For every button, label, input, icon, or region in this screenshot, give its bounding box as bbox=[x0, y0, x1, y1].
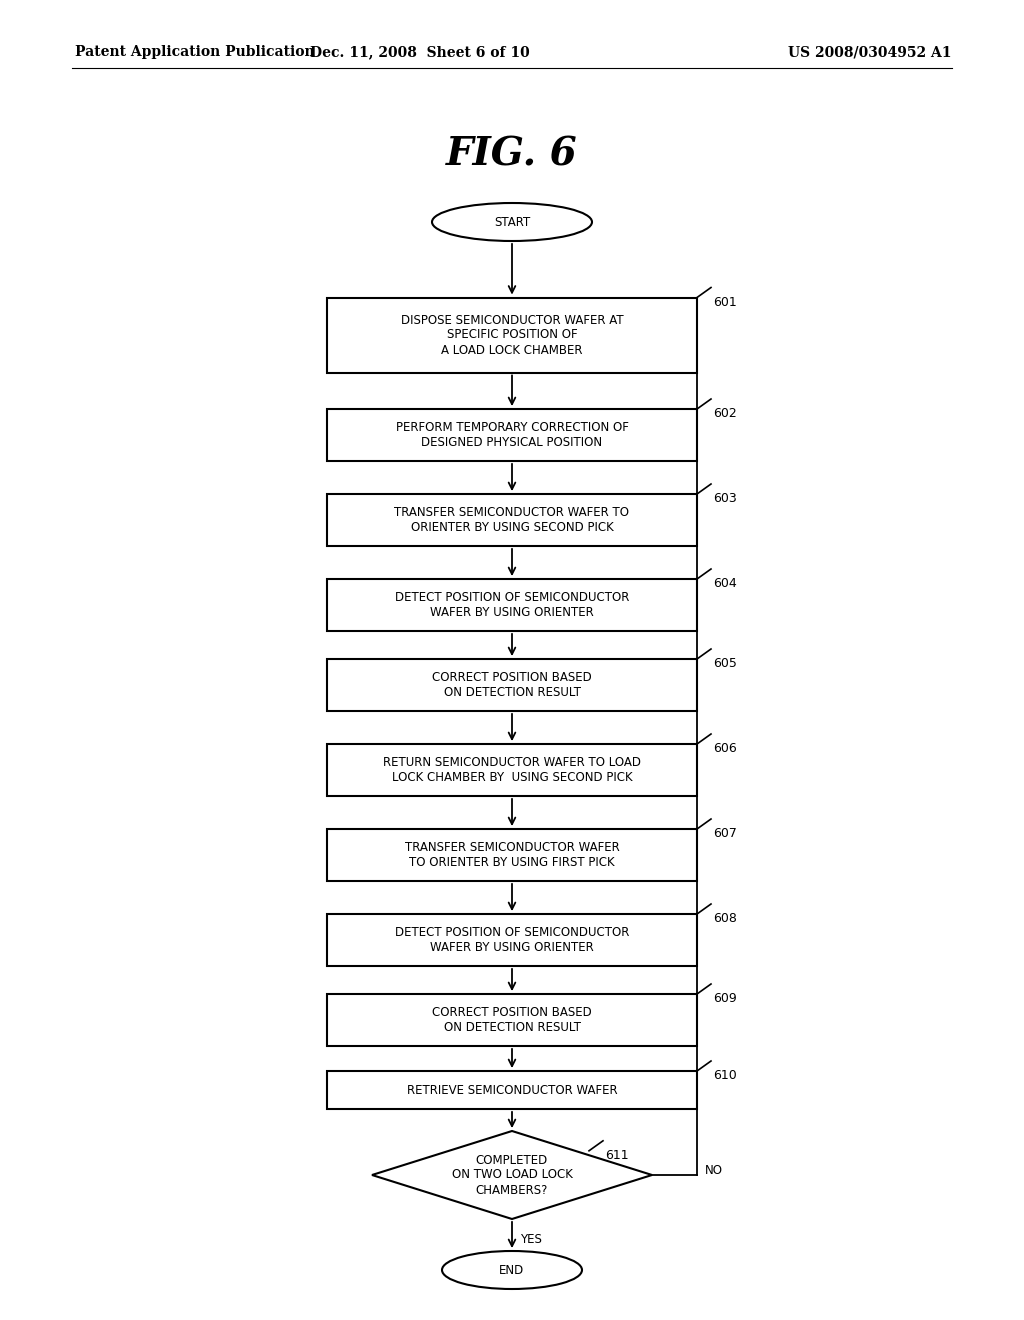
Text: YES: YES bbox=[520, 1233, 542, 1246]
Text: 603: 603 bbox=[713, 492, 736, 506]
Bar bbox=[327, 297, 697, 372]
Polygon shape bbox=[372, 1131, 652, 1218]
Bar bbox=[327, 829, 697, 880]
Text: Dec. 11, 2008  Sheet 6 of 10: Dec. 11, 2008 Sheet 6 of 10 bbox=[310, 45, 529, 59]
Bar bbox=[327, 1071, 697, 1109]
Text: 610: 610 bbox=[713, 1069, 736, 1082]
Text: CORRECT POSITION BASED
ON DETECTION RESULT: CORRECT POSITION BASED ON DETECTION RESU… bbox=[432, 671, 592, 700]
Text: DISPOSE SEMICONDUCTOR WAFER AT
SPECIFIC POSITION OF
A LOAD LOCK CHAMBER: DISPOSE SEMICONDUCTOR WAFER AT SPECIFIC … bbox=[400, 314, 624, 356]
Text: TRANSFER SEMICONDUCTOR WAFER
TO ORIENTER BY USING FIRST PICK: TRANSFER SEMICONDUCTOR WAFER TO ORIENTER… bbox=[404, 841, 620, 869]
Text: 611: 611 bbox=[605, 1148, 629, 1162]
Bar bbox=[327, 494, 697, 546]
Ellipse shape bbox=[442, 1251, 582, 1290]
Text: 608: 608 bbox=[713, 912, 737, 925]
Text: START: START bbox=[494, 215, 530, 228]
Text: FIG. 6: FIG. 6 bbox=[446, 136, 578, 174]
Bar bbox=[327, 913, 697, 966]
Bar bbox=[327, 994, 697, 1045]
Text: RETURN SEMICONDUCTOR WAFER TO LOAD
LOCK CHAMBER BY  USING SECOND PICK: RETURN SEMICONDUCTOR WAFER TO LOAD LOCK … bbox=[383, 756, 641, 784]
Text: 602: 602 bbox=[713, 407, 736, 420]
Text: US 2008/0304952 A1: US 2008/0304952 A1 bbox=[788, 45, 951, 59]
Text: 606: 606 bbox=[713, 742, 736, 755]
Bar bbox=[327, 659, 697, 711]
Text: Patent Application Publication: Patent Application Publication bbox=[75, 45, 314, 59]
Ellipse shape bbox=[432, 203, 592, 242]
Text: CORRECT POSITION BASED
ON DETECTION RESULT: CORRECT POSITION BASED ON DETECTION RESU… bbox=[432, 1006, 592, 1034]
Text: 601: 601 bbox=[713, 296, 736, 309]
Text: RETRIEVE SEMICONDUCTOR WAFER: RETRIEVE SEMICONDUCTOR WAFER bbox=[407, 1084, 617, 1097]
Bar bbox=[327, 744, 697, 796]
Text: 605: 605 bbox=[713, 657, 737, 671]
Text: 604: 604 bbox=[713, 577, 736, 590]
Text: COMPLETED
ON TWO LOAD LOCK
CHAMBERS?: COMPLETED ON TWO LOAD LOCK CHAMBERS? bbox=[452, 1154, 572, 1196]
Bar bbox=[327, 579, 697, 631]
Text: 609: 609 bbox=[713, 993, 736, 1005]
Text: END: END bbox=[500, 1263, 524, 1276]
Text: DETECT POSITION OF SEMICONDUCTOR
WAFER BY USING ORIENTER: DETECT POSITION OF SEMICONDUCTOR WAFER B… bbox=[395, 927, 629, 954]
Bar bbox=[327, 409, 697, 461]
Text: 607: 607 bbox=[713, 828, 737, 840]
Text: TRANSFER SEMICONDUCTOR WAFER TO
ORIENTER BY USING SECOND PICK: TRANSFER SEMICONDUCTOR WAFER TO ORIENTER… bbox=[394, 506, 630, 535]
Text: PERFORM TEMPORARY CORRECTION OF
DESIGNED PHYSICAL POSITION: PERFORM TEMPORARY CORRECTION OF DESIGNED… bbox=[395, 421, 629, 449]
Text: DETECT POSITION OF SEMICONDUCTOR
WAFER BY USING ORIENTER: DETECT POSITION OF SEMICONDUCTOR WAFER B… bbox=[395, 591, 629, 619]
Text: NO: NO bbox=[705, 1164, 723, 1177]
